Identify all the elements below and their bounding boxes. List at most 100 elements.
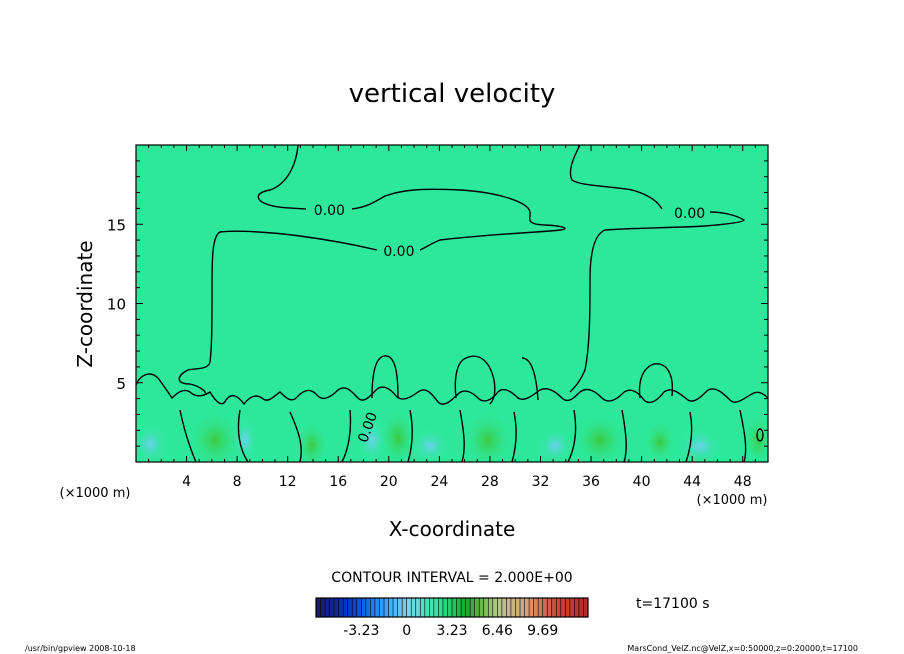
colorbar-tick-label: -3.23 (343, 623, 379, 639)
updraft-region (744, 414, 768, 462)
x-tick-label: 4 (182, 474, 191, 490)
updraft-region (644, 420, 676, 462)
x-tick-label: 48 (734, 474, 752, 490)
colorbar-segment (388, 598, 394, 617)
colorbar-segment (452, 598, 458, 617)
colorbar-segment (524, 598, 530, 617)
colorbar-segment (538, 598, 544, 617)
colorbar-segment (506, 598, 512, 617)
updraft-region (380, 408, 416, 462)
colorbar-segment (415, 598, 421, 617)
footer-right: MarsCond_VelZ.nc@VelZ,x=0:50000,z=0:2000… (627, 644, 858, 653)
x-axis-label: X-coordinate (389, 517, 516, 541)
downdraft-region (136, 424, 168, 462)
contour-lower-closed-4 (567, 409, 747, 462)
contour-lower-closed-1 (179, 409, 249, 462)
colorbar-tick-label: 0 (402, 623, 411, 639)
y-axis-label: Z-coordinate (73, 240, 97, 367)
colorbar-segment (578, 598, 584, 617)
updraft-region (296, 421, 328, 462)
x-tick-label: 24 (430, 474, 448, 490)
contour-lower-closed-2 (289, 409, 352, 462)
contour-lines (136, 145, 768, 462)
downdraft-region (358, 416, 386, 462)
colorbar-tick-label: 6.46 (482, 623, 513, 639)
x-tick-label: 40 (633, 474, 651, 490)
colorbar-segment (329, 598, 335, 617)
contour-zero-upper-right (569, 145, 745, 393)
colorbar-segment (325, 598, 331, 617)
colorbar-segment (379, 598, 385, 617)
downdraft-region (537, 428, 573, 462)
colorbar-segment (488, 598, 494, 617)
colorbar-segment (479, 598, 485, 617)
colorbar-segment (411, 598, 417, 617)
colorbar-segment (529, 598, 535, 617)
x-tick-label: 32 (532, 474, 550, 490)
footer-left: /usr/bin/gpview 2008-10-18 (25, 644, 136, 653)
colorbar-segment (384, 598, 390, 617)
colorbar-segment (565, 598, 571, 617)
colorbar-segment (583, 598, 589, 617)
colorbar-segment (556, 598, 562, 617)
colorbar-tick-label: 9.69 (527, 623, 558, 639)
contour-plume-1 (371, 355, 399, 399)
colorbar-frame (315, 597, 589, 618)
x-axis: 4 8 12 16 20 24 28 32 36 40 44 48 (148, 145, 756, 490)
colorbar-segment (316, 598, 322, 617)
contour-label: 0.00 (383, 244, 414, 260)
contour-zero-upper-left (178, 145, 566, 396)
colorbar-segment (465, 598, 471, 617)
colorbar-segment (356, 598, 362, 617)
contour-zero-lower-mesh (136, 373, 768, 406)
colorbar-segment (334, 598, 340, 617)
contour-label: 0.00 (314, 203, 345, 219)
contour-plume-3 (638, 363, 674, 399)
colorbar-tick-label: 3.23 (436, 623, 467, 639)
colorbar-segment (483, 598, 489, 617)
updraft-region (464, 410, 512, 462)
y-axis-unit: (×1000 m) (60, 486, 131, 501)
time-label: t=17100 s (636, 596, 710, 612)
colorbar-segment (397, 598, 403, 617)
colorbar-segment (320, 598, 326, 617)
colorbar-segment (533, 598, 539, 617)
colorbar-segment (429, 598, 435, 617)
contour-interval-text: CONTOUR INTERVAL = 2.000E+00 (331, 570, 572, 586)
plot-area (136, 145, 768, 462)
colorbar-segment (520, 598, 526, 617)
colorbar-segment (510, 598, 516, 617)
colorbar-segment (474, 598, 480, 617)
colorbar-segment (461, 598, 467, 617)
x-tick-label: 8 (233, 474, 242, 490)
colorbar-segment (447, 598, 453, 617)
downdraft-region (678, 428, 722, 462)
colorbar-ticks: -3.23 0 3.23 6.46 9.69 (343, 623, 558, 639)
y-tick-label: 5 (116, 375, 126, 393)
colorbar-segment (574, 598, 580, 617)
colorbar-segment (365, 598, 371, 617)
colorbar-segment (424, 598, 430, 617)
colorbar-segment (470, 598, 476, 617)
colorbar-segment (438, 598, 444, 617)
colorbar-segment (542, 598, 548, 617)
colorbar (315, 597, 589, 618)
colorbar-segment (370, 598, 376, 617)
contour-plume-4 (521, 357, 539, 401)
chart-title: vertical velocity (349, 79, 556, 109)
y-axis: 5 10 15 (107, 160, 768, 447)
downdraft-region (410, 428, 450, 462)
colorbar-segment (420, 598, 426, 617)
x-tick-label: 20 (380, 474, 398, 490)
y-tick-label: 15 (107, 216, 126, 234)
y-tick-label: 10 (107, 296, 126, 314)
colorbar-segment (402, 598, 408, 617)
colorbar-segment (497, 598, 503, 617)
colorbar-segment (347, 598, 353, 617)
colorbar-segment (433, 598, 439, 617)
colorbar-segment (456, 598, 462, 617)
x-tick-label: 28 (481, 474, 499, 490)
colorbar-segment (501, 598, 507, 617)
contour-small-loop (756, 428, 764, 442)
